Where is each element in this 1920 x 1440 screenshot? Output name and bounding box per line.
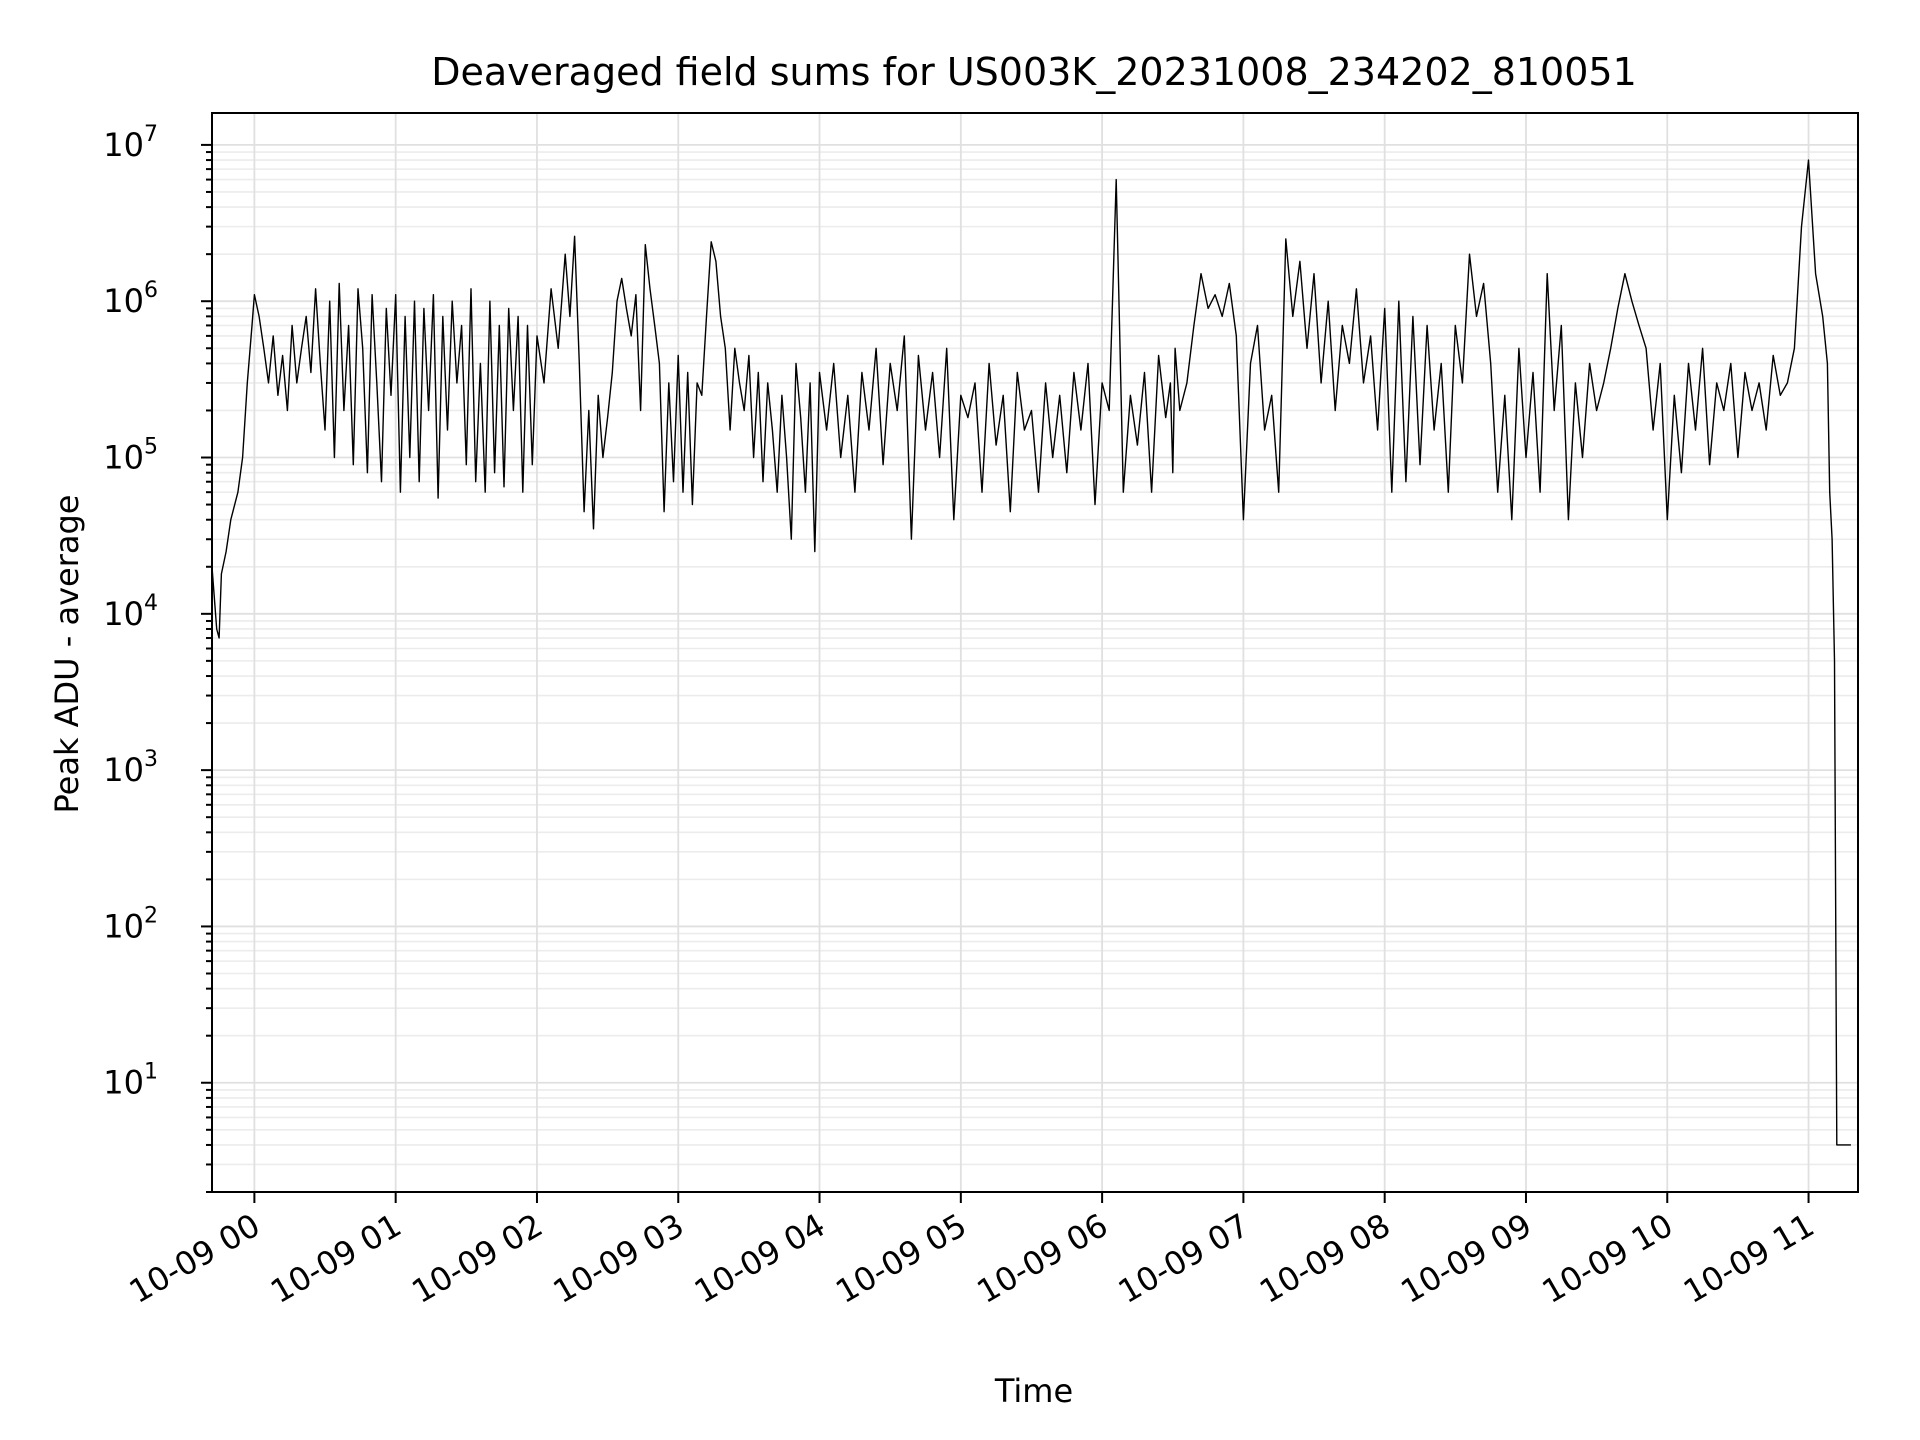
y-tick-label: 107 [103,122,158,164]
x-axis-label: Time [994,1372,1073,1410]
y-tick-label: 104 [103,591,158,633]
grid-major [212,113,1858,1192]
grid-minor [212,151,1858,1193]
y-tick-label: 106 [103,278,158,320]
y-tick-label: 101 [103,1060,158,1102]
y-tick-label: 103 [103,747,158,789]
series-line [211,159,1851,1146]
series-layer [211,159,1851,1146]
y-tick-label: 102 [103,903,158,945]
plot-frame [211,112,1859,1193]
y-tick-label: 105 [103,435,158,477]
y-axis-ticks: 101 102 103 104 105 106 107 [103,122,212,1193]
y-axis-label: Peak ADU - average [48,495,86,814]
chart-title: Deaveraged field sums for US003K_2023100… [431,50,1637,94]
